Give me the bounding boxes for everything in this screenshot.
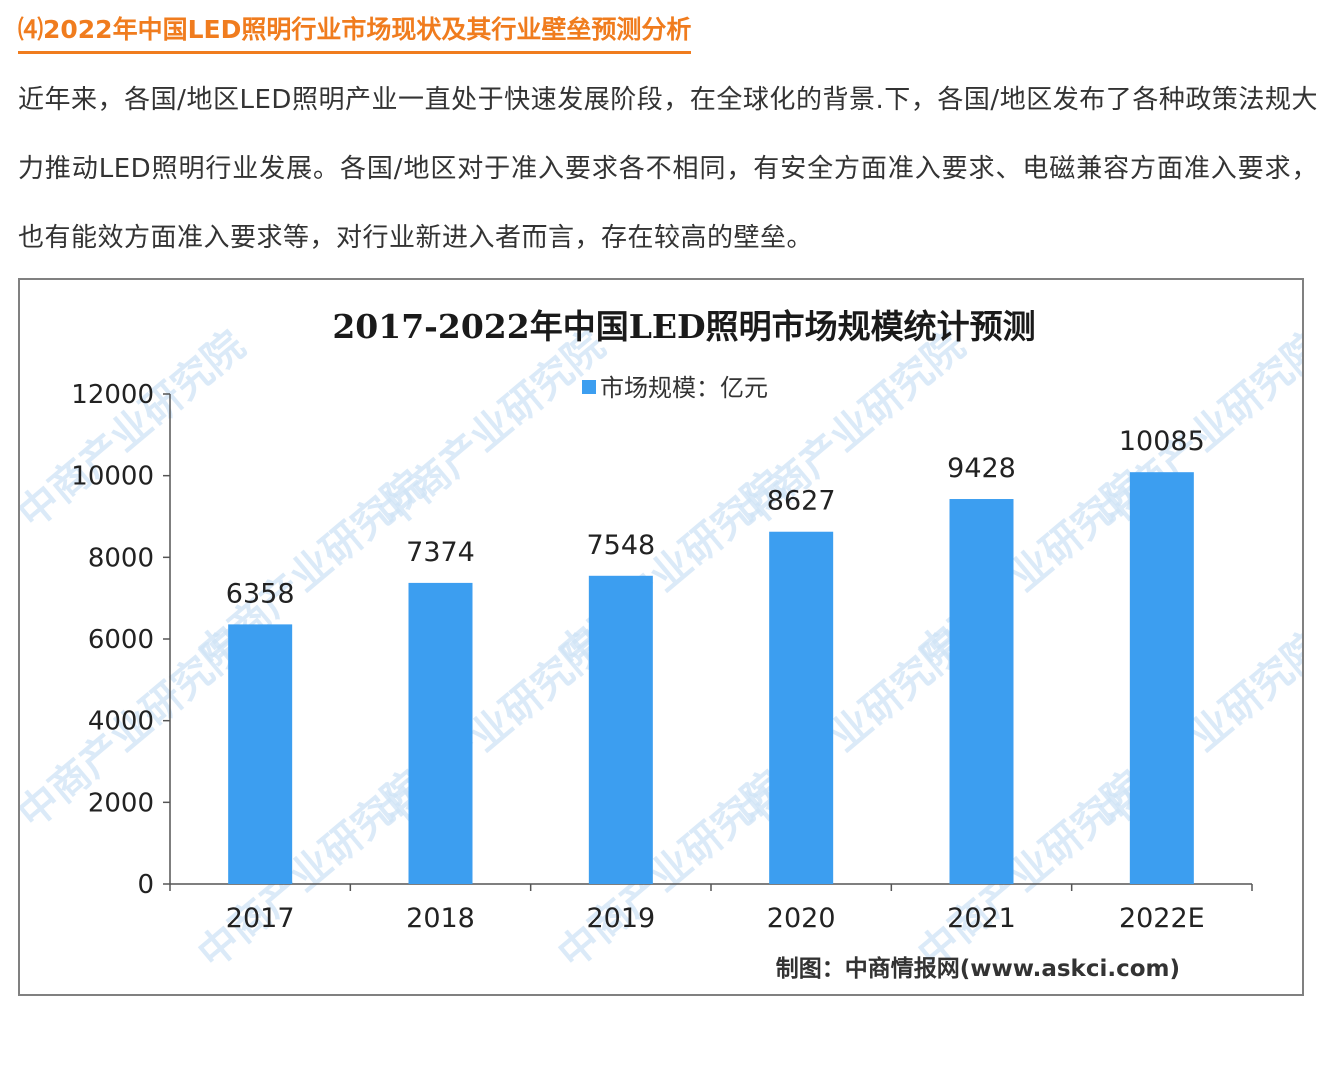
bar-2021 — [949, 499, 1014, 884]
legend: 市场规模：亿元 — [582, 374, 768, 402]
y-tick-label: 12000 — [71, 380, 154, 410]
x-tick-label: 2017 — [226, 903, 295, 934]
watermark-text: 中商产业研究院 — [190, 762, 434, 977]
legend-swatch — [582, 380, 596, 394]
x-tick-label: 2020 — [767, 903, 836, 934]
data-label: 7374 — [406, 537, 475, 568]
y-tick-label: 0 — [137, 870, 154, 900]
x-tick-label: 2018 — [406, 903, 475, 934]
y-tick-label: 10000 — [71, 462, 154, 492]
y-tick-label: 2000 — [88, 788, 154, 818]
x-axis — [169, 883, 1253, 891]
chart-container: 中商产业研究院 中商产业研究院 中商产业研究院 中商产业研究院 中商产业研究院 中商产业研… — [18, 278, 1304, 996]
bar-2020 — [769, 531, 834, 884]
chart-title: 2017-2022年中国LED照明市场规模统计预测 — [332, 307, 1035, 346]
bar-2019 — [588, 575, 653, 884]
x-tick-label: 2022E — [1119, 903, 1205, 934]
y-tick-label: 4000 — [88, 707, 154, 737]
section-heading: ⑷2022年中国LED照明行业市场现状及其行业壁垒预测分析 — [18, 12, 692, 54]
data-label: 7548 — [586, 530, 655, 561]
bar-2022E — [1129, 472, 1194, 884]
data-label: 8627 — [767, 486, 836, 517]
data-label: 6358 — [226, 578, 295, 609]
y-axis: 0 2000 4000 6000 8000 10000 12000 — [71, 380, 171, 900]
y-tick-label: 6000 — [88, 625, 154, 655]
x-tick-label: 2019 — [586, 903, 655, 934]
watermark-text: 中商产业研究院 — [910, 762, 1154, 977]
bar-2018 — [408, 582, 473, 884]
watermark-text: 中商产业研究院 — [20, 322, 254, 537]
y-tick-label: 8000 — [88, 543, 154, 573]
watermark-text: 中商产业研究院 — [550, 762, 794, 977]
x-tick-label: 2021 — [947, 903, 1016, 934]
chart-source: 制图：中商情报网(www.askci.com) — [776, 955, 1180, 982]
data-label: 10085 — [1119, 426, 1205, 457]
legend-label: 市场规模：亿元 — [600, 374, 768, 402]
bar-2017 — [228, 624, 293, 884]
data-label: 9428 — [947, 453, 1016, 484]
article-paragraph: 近年来，各国/地区LED照明产业一直处于快速发展阶段，在全球化的背景.下，各国/… — [18, 85, 1318, 253]
bars: 6358 2017 7374 2018 7548 2019 8627 2020 9428 2021… — [226, 426, 1205, 934]
